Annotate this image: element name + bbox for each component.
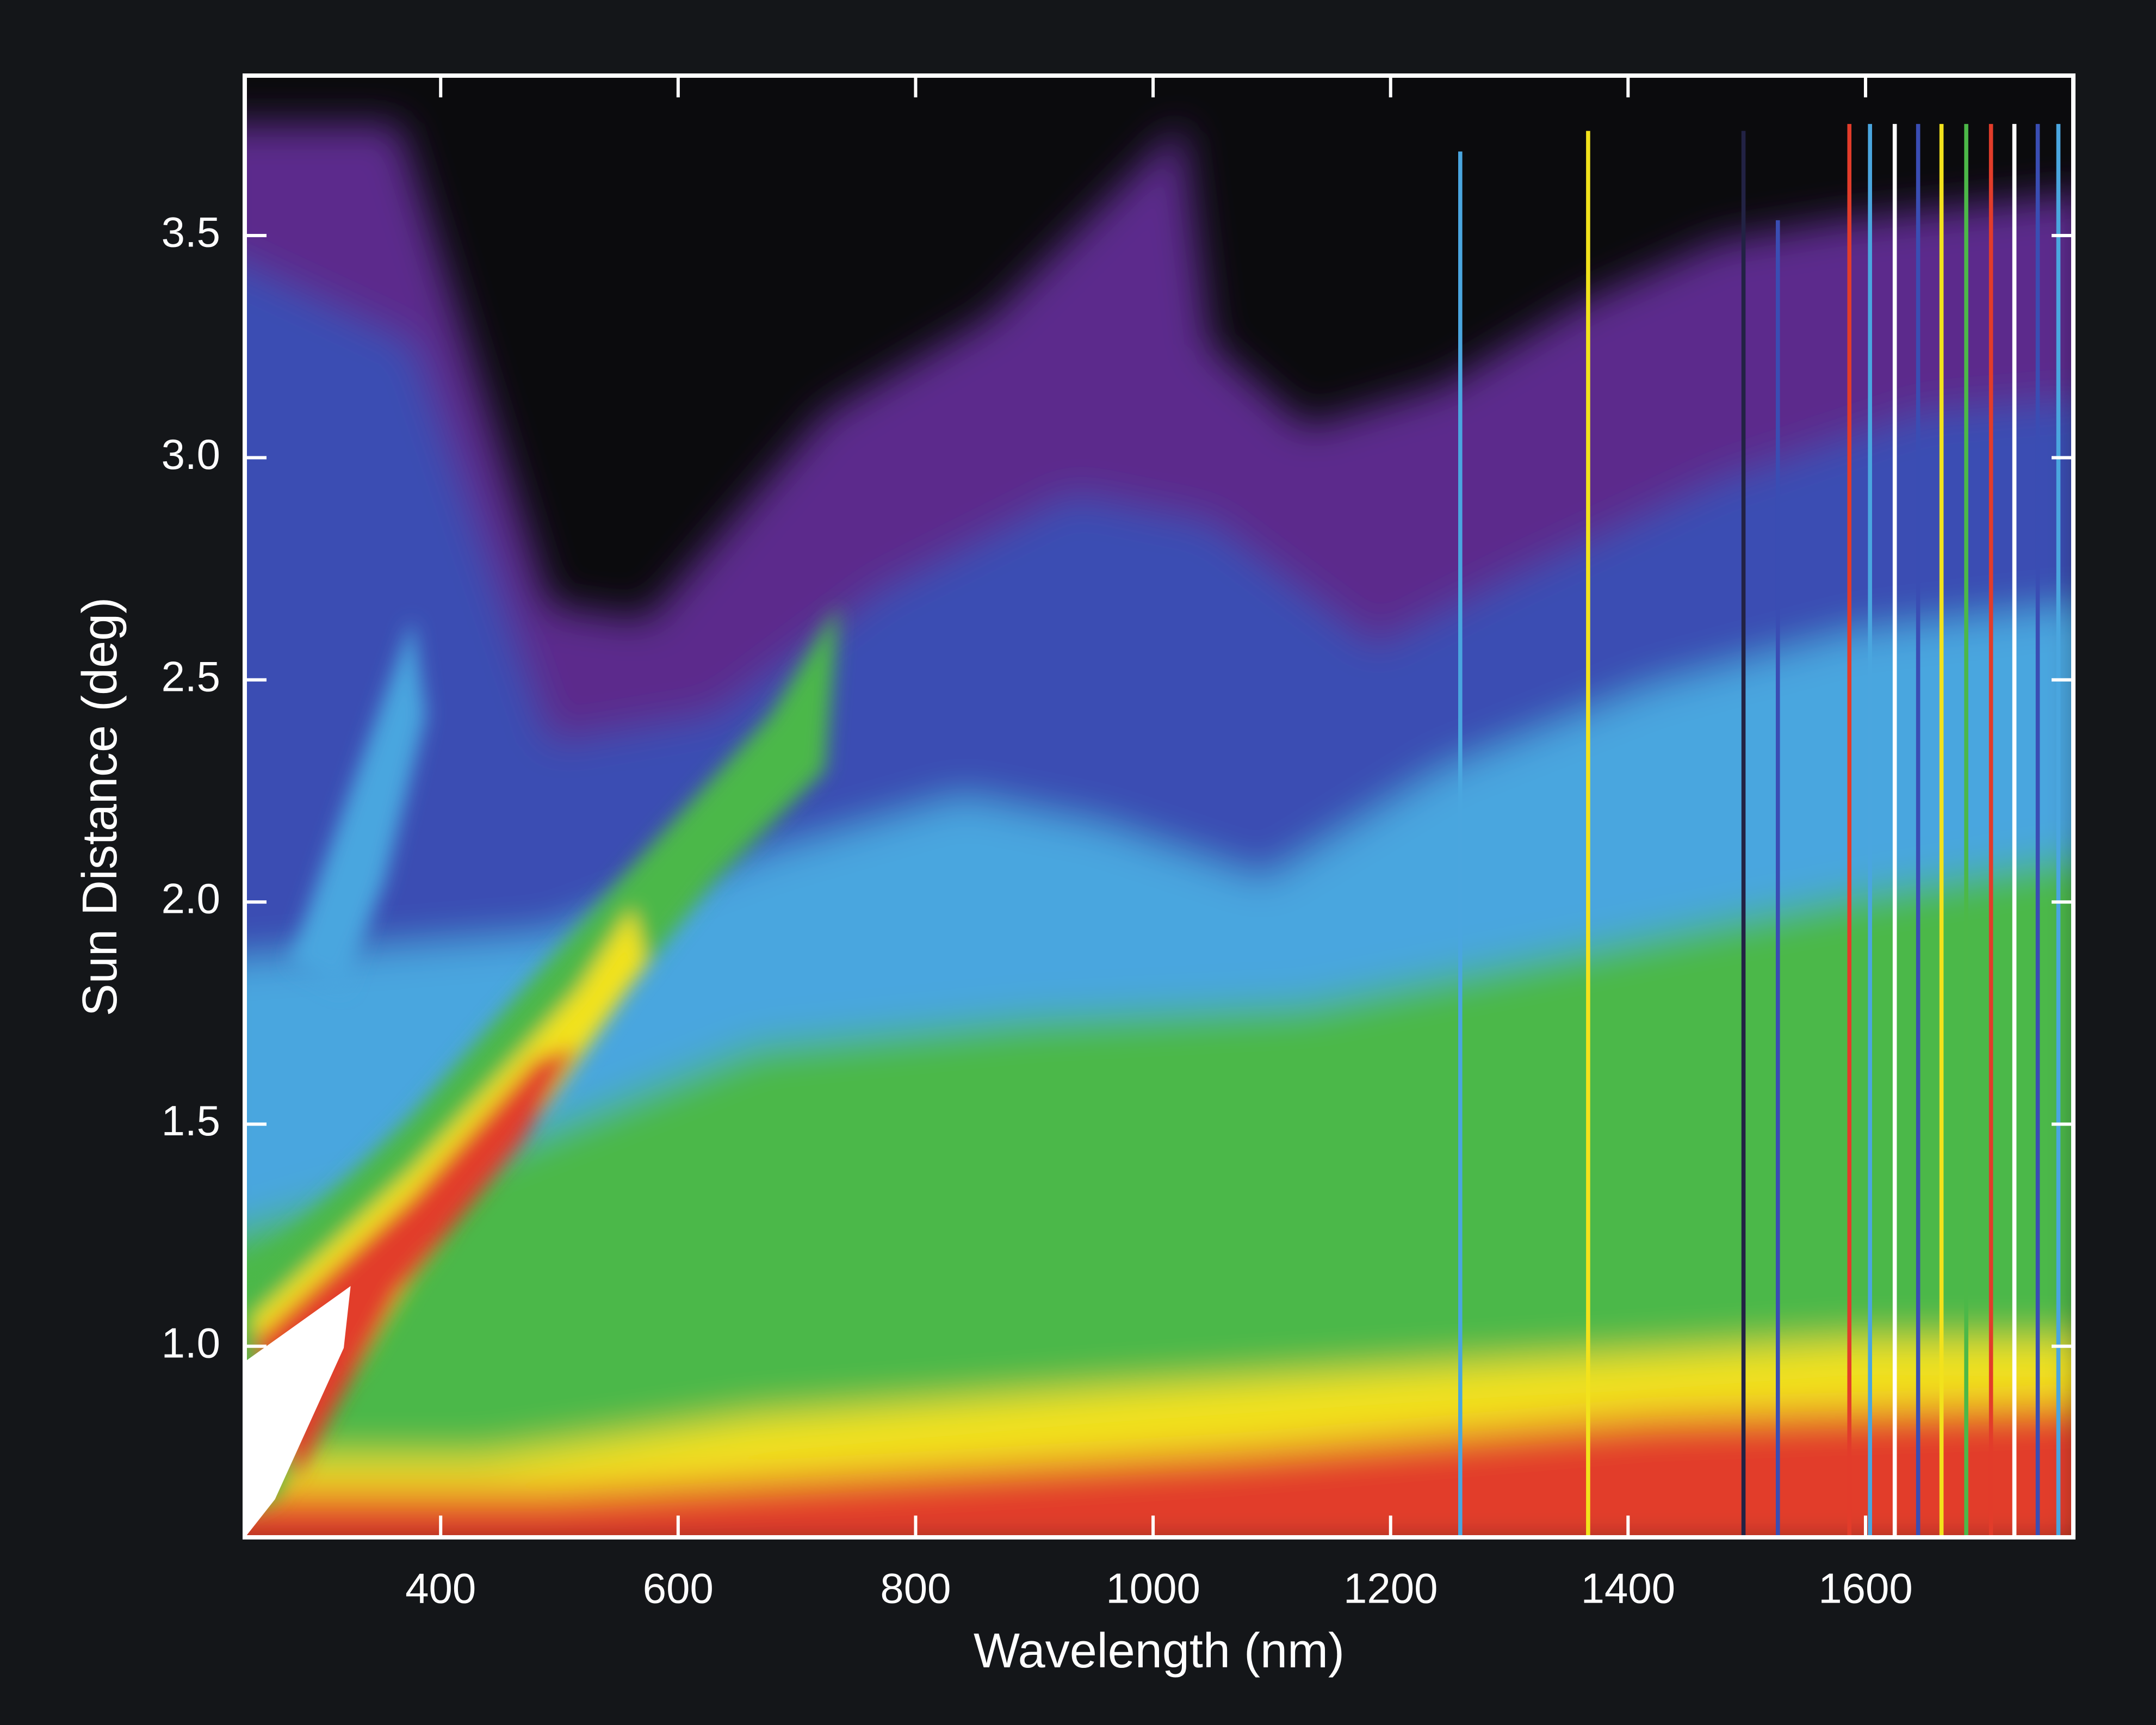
x-tick-label: 1200 [1343,1565,1438,1612]
y-tick-label: 2.5 [162,652,220,700]
x-axis-title: Wavelength (nm) [974,1624,1345,1678]
x-tick-label: 600 [643,1565,714,1612]
y-tick-label: 2.0 [162,875,220,923]
plot-frame [243,73,2076,1539]
x-tick-label: 400 [405,1565,476,1612]
x-tick-label: 1000 [1106,1565,1200,1612]
y-tick-label: 3.0 [162,430,220,478]
y-axis-title: Sun Distance (deg) [73,597,127,1016]
y-tick-label: 3.5 [162,208,220,256]
y-tick-label: 1.5 [162,1097,220,1145]
x-tick-label: 800 [880,1565,951,1612]
x-tick-label: 1400 [1581,1565,1676,1612]
x-tick-label: 1600 [1818,1565,1913,1612]
heatmap-image [244,76,2074,1538]
y-tick-label: 1.0 [162,1319,220,1367]
